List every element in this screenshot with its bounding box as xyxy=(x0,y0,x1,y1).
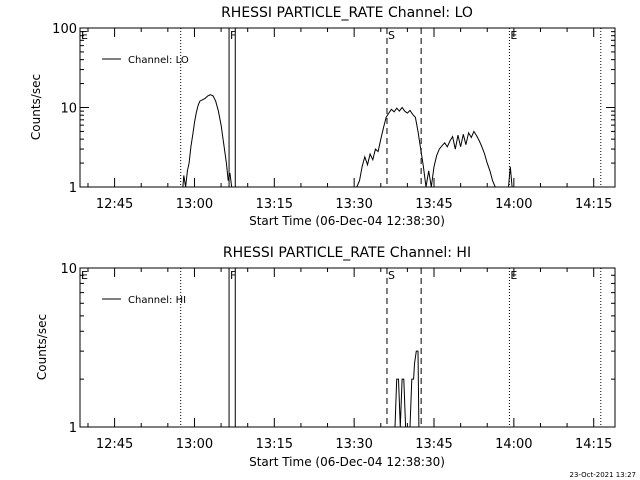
panel-title: RHESSI PARTICLE_RATE Channel: LO xyxy=(221,5,473,21)
x-axis-label: Start Time (06-Dec-04 12:38:30) xyxy=(249,455,445,469)
event-marker-label: S xyxy=(388,269,395,282)
x-tick-label: 13:30 xyxy=(335,437,372,452)
generation-timestamp: 23-Oct-2021 13:27 xyxy=(570,471,636,479)
panel-lo-channel: RHESSI PARTICLE_RATE Channel: LO Counts/… xyxy=(29,5,616,228)
y-axis-label: Counts/sec xyxy=(35,314,49,380)
x-tick-label: 12:45 xyxy=(96,437,133,452)
x-tick-label: 13:15 xyxy=(256,437,293,452)
x-tick-label: 14:15 xyxy=(575,197,612,212)
x-tick-label: 13:45 xyxy=(415,437,452,452)
series-line xyxy=(394,350,420,427)
legend-entry: Channel: HI xyxy=(128,295,186,306)
event-marker-label: E xyxy=(510,29,517,42)
panel-title: RHESSI PARTICLE_RATE Channel: HI xyxy=(223,245,471,261)
plot-frame xyxy=(79,27,616,188)
series-line xyxy=(182,94,513,187)
x-tick-label: 13:15 xyxy=(256,197,293,212)
y-tick-label: 10 xyxy=(60,102,77,117)
y-tick-label: 1 xyxy=(69,421,77,436)
y-axis-label: Counts/sec xyxy=(29,74,43,140)
x-axis-label: Start Time (06-Dec-04 12:38:30) xyxy=(249,214,445,228)
event-marker-label: F xyxy=(230,29,236,42)
x-tick-label: 14:00 xyxy=(495,197,532,212)
x-tick-label: 13:00 xyxy=(176,437,213,452)
x-tick-label: 14:15 xyxy=(575,437,612,452)
y-tick-label: 1 xyxy=(69,181,77,196)
event-marker-label: E xyxy=(510,269,517,282)
x-tick-label: 12:45 xyxy=(96,197,133,212)
legend-entry: Channel: LO xyxy=(128,55,189,66)
x-tick-label: 13:30 xyxy=(335,197,372,212)
x-tick-label: 13:45 xyxy=(415,197,452,212)
panel-hi-channel: RHESSI PARTICLE_RATE Channel: HI Counts/… xyxy=(35,245,616,469)
y-tick-label: 100 xyxy=(52,22,77,37)
event-marker-label: E xyxy=(81,29,88,42)
x-tick-label: 14:00 xyxy=(495,437,532,452)
x-tick-label: 13:00 xyxy=(176,197,213,212)
plot-frame xyxy=(79,267,616,428)
event-marker-label: E xyxy=(81,269,88,282)
event-marker-label: S xyxy=(388,29,395,42)
y-tick-label: 10 xyxy=(60,262,77,277)
event-marker-label: F xyxy=(230,269,236,282)
